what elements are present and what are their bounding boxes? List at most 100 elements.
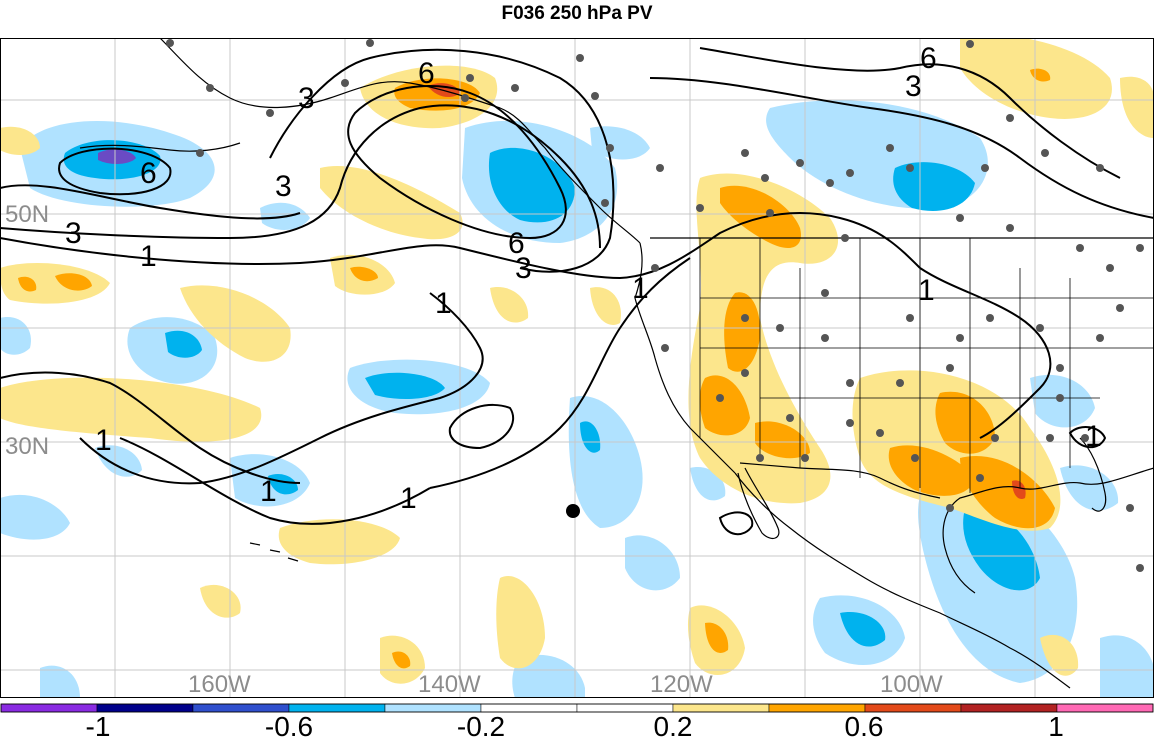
- pv-positive-region: [960, 456, 1055, 529]
- pv-negative-region: [95, 445, 142, 477]
- florida: [1079, 437, 1107, 512]
- colorbar-segments: [0, 703, 1154, 713]
- colorbar-tick-label: -0.6: [265, 711, 313, 739]
- pv-positive-region: [724, 292, 761, 372]
- lon-label-100w: 100W: [880, 671, 943, 698]
- contour-label: 1: [140, 240, 157, 273]
- contour-label: 3: [515, 252, 532, 285]
- pv-positive-region: [392, 651, 411, 669]
- pv-positive-region: [278, 519, 400, 565]
- contour-1-south-2: [119, 437, 431, 525]
- colorbar: -1 -0.6 -0.2 0.2 0.6 1: [0, 703, 1154, 739]
- contour-label: 3: [275, 170, 292, 203]
- contour-6-north: [347, 84, 567, 240]
- contour-1-small: [718, 511, 754, 536]
- contour-1-gulf: [1068, 426, 1107, 449]
- pv-positive-region: [1040, 634, 1079, 676]
- colorbar-segment: [0, 703, 98, 713]
- contour-1-mid: [79, 292, 484, 485]
- coastlines: [79, 38, 1154, 689]
- us-mexico-border: [739, 462, 941, 499]
- pv-positive-region: [320, 166, 463, 240]
- contour-3-north: [269, 48, 615, 273]
- pv-negative-region: [1030, 374, 1095, 428]
- colorbar-segment: [960, 703, 1058, 713]
- pv-negative-region: [268, 473, 298, 495]
- pv-positive-region: [888, 445, 975, 496]
- colorbar-tick-label: 1: [1048, 711, 1064, 739]
- contour-label: 1: [400, 482, 417, 515]
- contour-label: 6: [920, 42, 937, 75]
- contour-1-east: [919, 267, 1052, 439]
- contour-label: 1: [435, 287, 452, 320]
- canada-coast: [634, 242, 736, 474]
- pv-positive-region: [705, 622, 729, 653]
- contour-label: 1: [918, 274, 935, 307]
- pv-shading: [0, 38, 1154, 698]
- contour-label: 6: [140, 157, 157, 190]
- pv-negative-region: [963, 507, 1040, 591]
- lat-label-30n: 30N: [5, 433, 49, 460]
- contour-3-east: [649, 77, 1154, 219]
- gulf-coast: [942, 467, 1154, 594]
- pv-positive-region: [0, 126, 40, 155]
- pv-positive-region: [0, 377, 262, 442]
- pv-positive-region: [0, 263, 110, 304]
- pv-positive-region: [180, 285, 291, 362]
- pv-negative-region: [840, 612, 886, 647]
- baja-peninsula: [737, 467, 780, 540]
- contour-label: 6: [418, 57, 435, 90]
- pv-negative-region: [512, 654, 585, 698]
- pv-positive-region: [699, 375, 750, 436]
- station-markers: [166, 39, 1144, 572]
- contour-label: 1: [1085, 420, 1102, 453]
- map-title: F036 250 hPa PV: [501, 3, 653, 24]
- pv-positive-region: [18, 276, 37, 292]
- pv-negative-region: [40, 665, 80, 698]
- contour-label: 6: [508, 227, 525, 260]
- pv-positive-region: [490, 287, 529, 323]
- pv-positive-region: [350, 266, 378, 282]
- pv-positive-region: [55, 273, 92, 291]
- pv-positive-region: [755, 421, 810, 459]
- pv-negative-region: [365, 372, 445, 400]
- lon-label-160w: 160W: [188, 671, 251, 698]
- lat-label-50n: 50N: [5, 201, 49, 228]
- hawaii-islands: [249, 542, 299, 562]
- pv-negative-region: [580, 421, 601, 453]
- contour-label: 3: [65, 217, 82, 250]
- pv-negative-region: [625, 535, 680, 591]
- pv-negative-region: [1100, 635, 1154, 698]
- colorbar-tick-label: -0.2: [457, 711, 505, 739]
- contour-6-west: [58, 147, 172, 196]
- pv-positive-region: [935, 391, 995, 454]
- pv-negative-region: [0, 494, 70, 540]
- colorbar-tick-label: 0.6: [845, 711, 884, 739]
- pv-negative-region: [488, 147, 575, 223]
- lon-label-140w: 140W: [418, 671, 481, 698]
- contour-label: 1: [632, 272, 649, 305]
- contour-3-west-2: [0, 104, 601, 249]
- contour-label: 3: [298, 82, 315, 115]
- pv-negative-region: [590, 126, 650, 160]
- pv-strong-negative-region: [98, 149, 136, 164]
- pv-positive-region: [496, 576, 545, 669]
- colorbar-frame: [0, 703, 1154, 713]
- reference-point: [566, 504, 580, 518]
- colorbar-segment: [1056, 703, 1154, 713]
- pv-contours: [0, 47, 1154, 536]
- pv-negative-region: [1060, 465, 1119, 511]
- lon-label-120w: 120W: [650, 671, 713, 698]
- contour-1-south-3: [429, 257, 691, 489]
- colorbar-tick-label: -1: [86, 711, 111, 739]
- contour-1-north: [0, 212, 921, 280]
- pv-strong-positive-region: [1012, 480, 1026, 500]
- mexico-pacific-coast: [734, 472, 1071, 689]
- alaska-coast: [159, 38, 641, 244]
- aleutian-arc: [79, 142, 241, 152]
- contour-label: 1: [260, 475, 277, 508]
- contour-6-east: [699, 47, 1121, 179]
- pv-negative-region: [0, 317, 31, 355]
- contour-1-south: [0, 371, 301, 484]
- pv-negative-region: [893, 162, 975, 211]
